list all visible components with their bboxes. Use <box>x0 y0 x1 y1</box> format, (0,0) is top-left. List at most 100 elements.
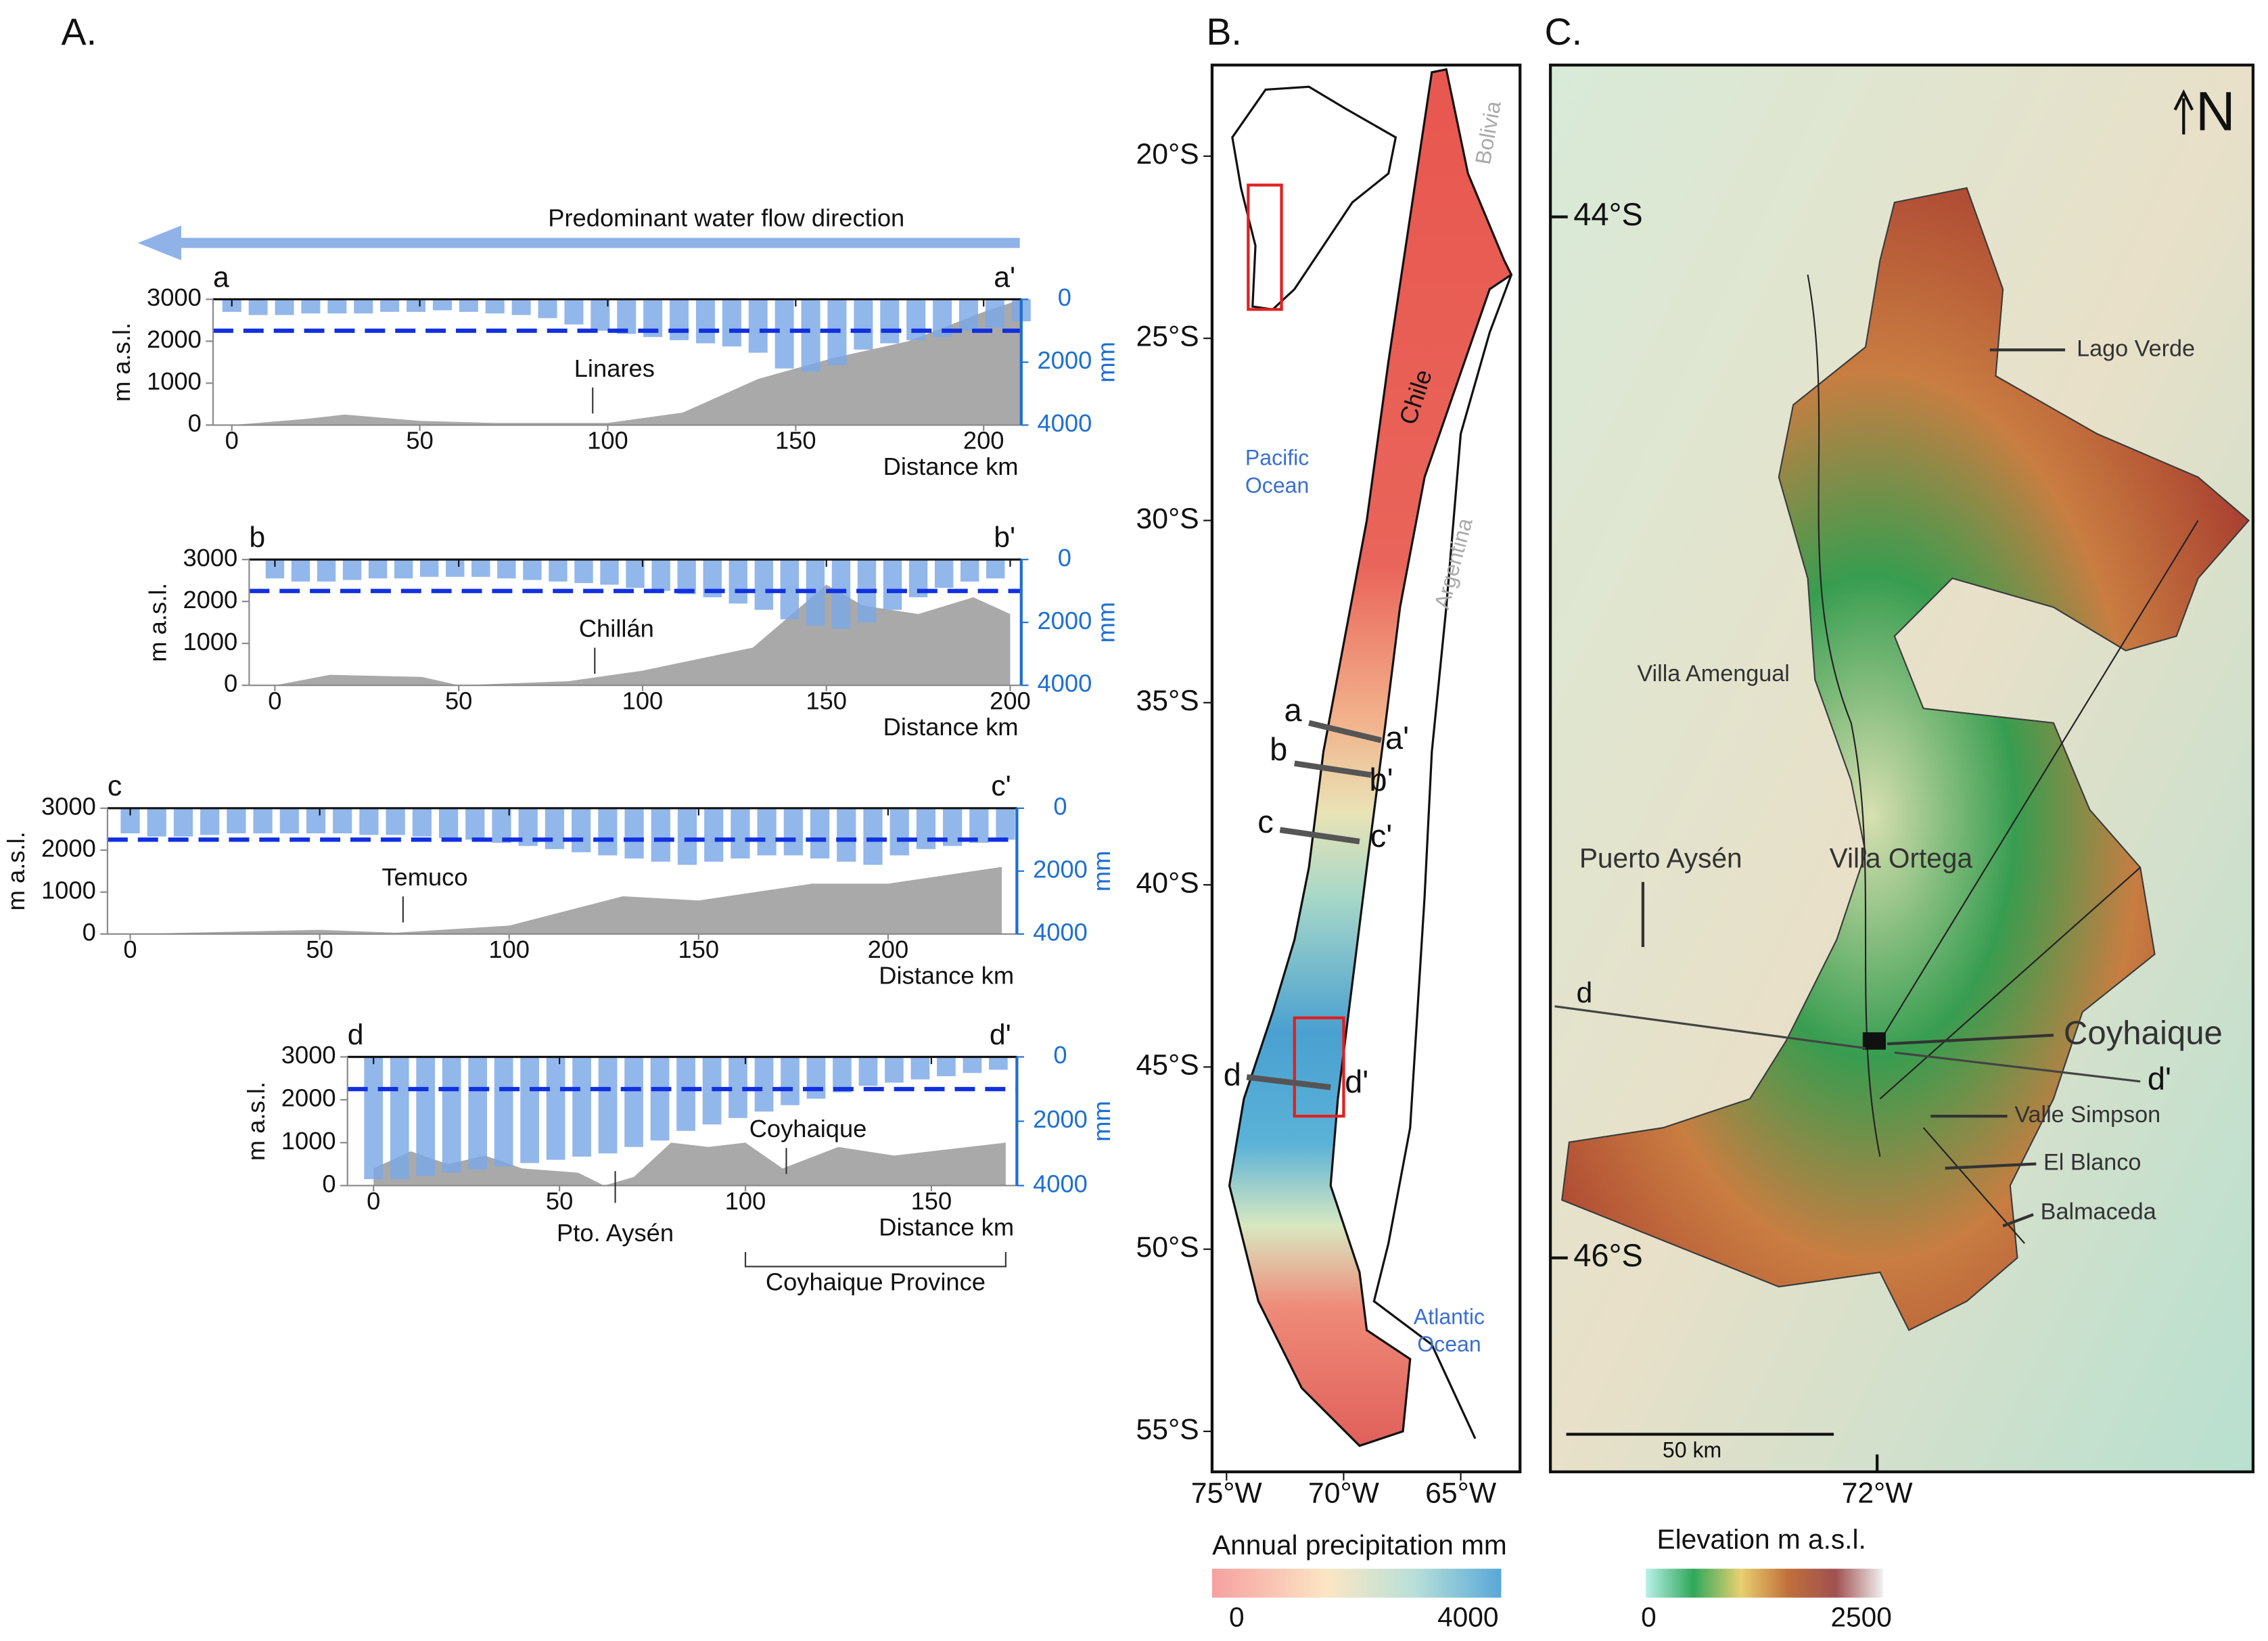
precipitation-bar <box>806 1057 826 1099</box>
panel-label: B. <box>1206 11 1242 53</box>
profile-end: a' <box>994 261 1015 294</box>
precipitation-bar <box>600 559 619 585</box>
profile-label: d <box>1224 1057 1241 1092</box>
y2-tick-label: 0 <box>1058 544 1071 572</box>
precipitation-bar <box>546 1057 565 1160</box>
river <box>1807 274 2199 1244</box>
y2-axis-label: mm <box>1088 851 1115 892</box>
precipitation-bar <box>934 559 954 588</box>
precipitation-bar <box>412 808 432 837</box>
x-tick-label: 200 <box>963 427 1004 455</box>
y2-tick-label: 0 <box>1058 283 1071 311</box>
y-tick-label: 1000 <box>41 876 96 904</box>
precipitation-bar <box>695 299 715 344</box>
flow-arrow-head <box>137 225 181 260</box>
y-axis-label: m a.s.l. <box>242 1082 270 1161</box>
precipitation-bar <box>354 299 373 314</box>
profile-label: d' <box>1345 1064 1368 1100</box>
precipitation-bar <box>958 299 978 331</box>
profile-end: b' <box>994 522 1015 554</box>
precipitation-bar <box>651 808 670 862</box>
lat-tick-label: 50°S <box>1136 1231 1199 1264</box>
precipitation-bar <box>651 559 670 591</box>
place-label: Puerto Aysén <box>1579 843 1742 874</box>
precipitation-bar <box>783 808 803 856</box>
precipitation-bar <box>837 808 856 862</box>
y-axis-label: m a.s.l. <box>108 323 135 402</box>
bracket-label: Coyhaique Province <box>766 1268 986 1296</box>
place-label: Lago Verde <box>2077 336 2195 361</box>
precipitation-bar <box>279 808 299 834</box>
y2-tick-label: 4000 <box>1033 1170 1088 1197</box>
x-tick-label: 0 <box>367 1187 380 1215</box>
lat-tick-label: 30°S <box>1136 503 1199 535</box>
precipitation-bar <box>468 1057 488 1170</box>
profile-label: a <box>1285 692 1303 728</box>
annotation: Pto. Aysén <box>557 1219 674 1247</box>
colorbar-title: Elevation m a.s.l. <box>1657 1523 1866 1554</box>
elevation-area <box>130 866 1002 934</box>
lat-tick-label: 35°S <box>1136 685 1199 717</box>
x-tick-label: 150 <box>806 687 847 714</box>
y-tick-label: 1000 <box>281 1127 336 1155</box>
x-axis-label: Distance km <box>883 713 1019 741</box>
y2-tick-label: 4000 <box>1033 918 1088 946</box>
x-tick-label: 100 <box>725 1187 766 1215</box>
precipitation-bar <box>438 808 459 838</box>
precipitation-bar <box>960 559 979 582</box>
annotation: Chillán <box>579 615 654 643</box>
precipitation-bar <box>996 808 1015 840</box>
precipitation-bar <box>774 299 794 369</box>
y2-tick-label: 2000 <box>1033 1105 1088 1133</box>
y2-axis-label: mm <box>1092 342 1120 383</box>
precipitation-bar <box>306 808 326 834</box>
precipitation-bar <box>394 559 413 579</box>
precipitation-bar <box>342 559 362 580</box>
precipitation-bar <box>301 299 321 314</box>
x-tick-label: 50 <box>546 1187 573 1215</box>
y2-axis-label: mm <box>1088 1101 1115 1142</box>
place-label: El Blanco <box>2043 1150 2141 1176</box>
profile-line <box>1246 1074 1331 1090</box>
x-tick-label: 200 <box>868 935 909 963</box>
y-tick-label: 3000 <box>281 1041 336 1069</box>
x-tick-label: 150 <box>678 935 719 963</box>
precipitation-bar <box>442 1057 461 1173</box>
precipitation-bar <box>722 299 741 347</box>
precipitation-bar <box>831 559 851 629</box>
bracket <box>744 1252 1006 1268</box>
precipitation-bar <box>626 559 645 588</box>
profile-end: c' <box>991 770 1011 802</box>
region-box <box>1293 1016 1345 1118</box>
precipitation-bar <box>471 559 490 577</box>
x-axis-label: Distance km <box>879 1213 1014 1241</box>
y-tick-label: 0 <box>83 918 96 946</box>
watershed <box>1561 187 2250 1331</box>
flow-label: Predominant water flow direction <box>548 204 904 231</box>
x-tick-label: 0 <box>123 935 137 963</box>
precipitation-bar <box>545 808 565 850</box>
precipitation-bar <box>748 299 768 353</box>
profile-label: c' <box>1370 818 1392 854</box>
precipitation-bar <box>858 1057 878 1086</box>
x-tick-label: 0 <box>225 427 239 455</box>
panel-label: A. <box>62 11 97 53</box>
precipitation-bar <box>677 559 696 595</box>
precipitation-bar <box>465 808 485 840</box>
precipitation-bar <box>564 299 584 325</box>
precipitation-bar <box>885 1057 904 1083</box>
precipitation-bar <box>485 299 505 314</box>
city-marker <box>1862 1032 1886 1050</box>
lat-tick-label: 40°S <box>1136 866 1199 899</box>
y-tick-label: 0 <box>188 409 202 437</box>
chile <box>1228 68 1513 1448</box>
precipitation-bar <box>833 1057 852 1092</box>
precipitation-bar <box>624 808 644 859</box>
y-tick-label: 0 <box>322 1170 335 1197</box>
precipitation-bar <box>704 808 724 862</box>
precipitation-bar <box>572 1057 591 1157</box>
precipitation-bar <box>420 559 439 577</box>
lat-tick-label: 55°S <box>1136 1413 1199 1446</box>
x-axis-label: Distance km <box>879 962 1014 990</box>
profile-label: b' <box>1369 762 1393 798</box>
